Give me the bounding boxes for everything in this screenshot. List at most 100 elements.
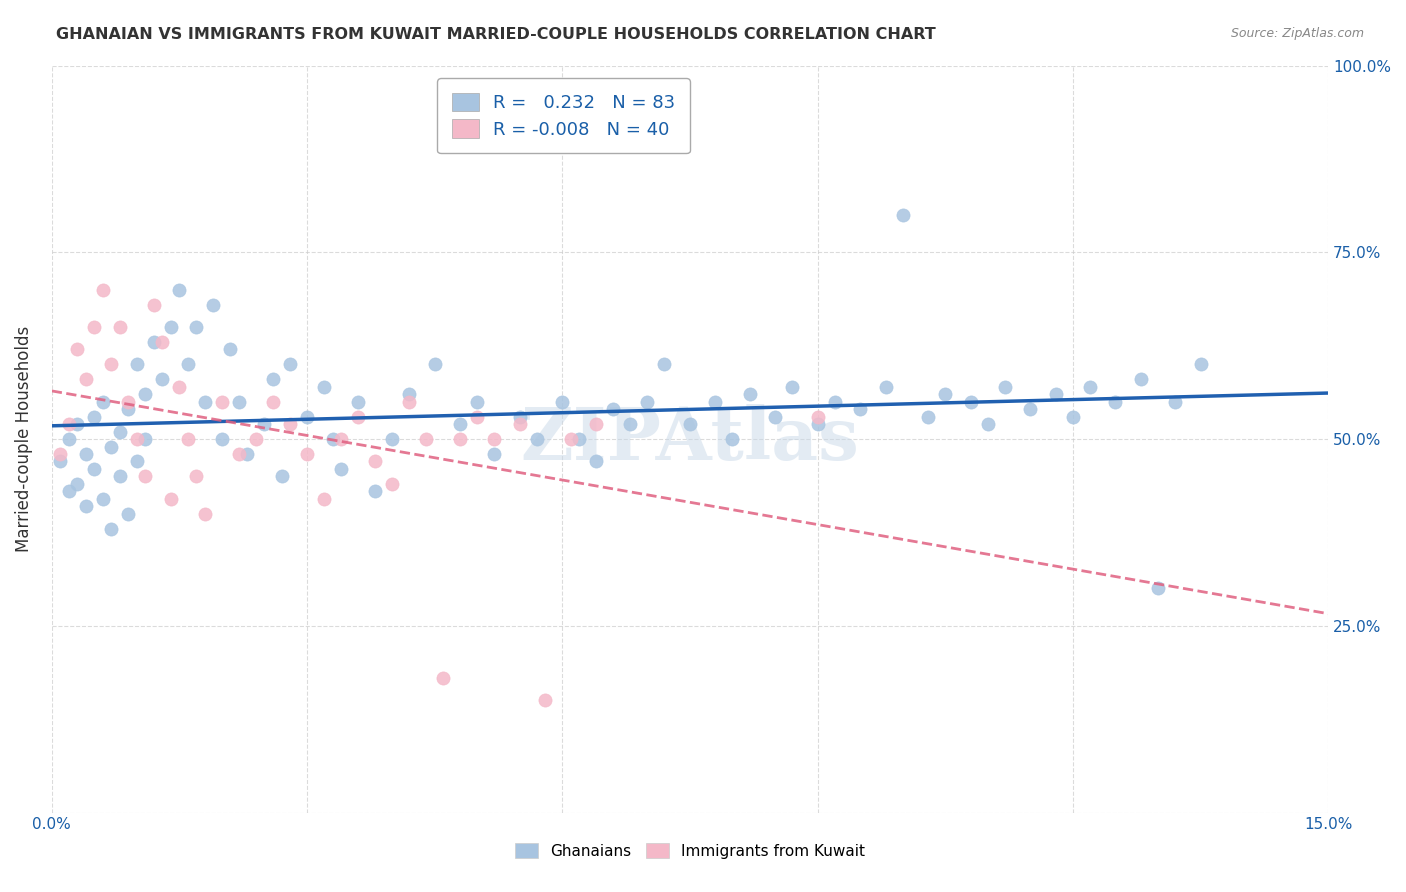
Point (58, 484, 80, 499)
Point (177, 432, 200, 446)
Point (322, 432, 344, 446)
Point (432, 671, 454, 685)
Point (585, 454, 607, 468)
Point (245, 432, 267, 446)
Point (824, 394, 846, 409)
Point (364, 484, 387, 499)
Point (654, 357, 676, 371)
Point (330, 432, 353, 446)
Point (312, 380, 335, 394)
Point (117, 394, 139, 409)
Point (509, 409, 531, 424)
Point (169, 283, 191, 297)
Point (398, 394, 420, 409)
Point (449, 417, 471, 431)
Point (236, 447, 259, 461)
Point (415, 432, 437, 446)
Point (100, 522, 122, 536)
Point (806, 409, 828, 424)
Legend: R =   0.232   N = 83, R = -0.008   N = 40: R = 0.232 N = 83, R = -0.008 N = 40 (437, 78, 690, 153)
Point (347, 394, 370, 409)
Point (134, 387, 156, 401)
Point (75, 500, 97, 514)
Point (66, 476, 89, 491)
Point (679, 417, 702, 431)
Text: GHANAIAN VS IMMIGRANTS FROM KUWAIT MARRIED-COUPLE HOUSEHOLDS CORRELATION CHART: GHANAIAN VS IMMIGRANTS FROM KUWAIT MARRI… (56, 27, 936, 42)
Point (194, 394, 217, 409)
Point (509, 417, 531, 431)
Point (849, 402, 872, 417)
Point (449, 432, 471, 446)
Point (108, 425, 131, 439)
Point (83, 462, 105, 476)
Point (295, 447, 318, 461)
Point (219, 343, 242, 357)
Point (959, 394, 981, 409)
Point (465, 409, 488, 424)
Point (1189, 357, 1212, 371)
Point (278, 417, 301, 431)
Point (100, 440, 122, 454)
Point (465, 394, 488, 409)
Point (1045, 387, 1067, 401)
Point (977, 417, 1000, 431)
Point (83, 409, 105, 424)
Point (125, 357, 148, 371)
Point (228, 447, 250, 461)
Point (142, 298, 165, 312)
Point (270, 469, 292, 483)
Point (100, 357, 122, 371)
Point (875, 380, 897, 394)
Point (262, 394, 284, 409)
Point (295, 409, 318, 424)
Point (91, 394, 114, 409)
Point (228, 394, 250, 409)
Point (484, 447, 506, 461)
Point (806, 417, 828, 431)
Point (169, 380, 191, 394)
Point (58, 417, 80, 431)
Point (636, 394, 658, 409)
Point (1147, 582, 1170, 596)
Point (142, 334, 165, 349)
Point (125, 432, 148, 446)
Point (150, 372, 173, 386)
Point (66, 343, 89, 357)
Point (125, 454, 148, 468)
Point (202, 298, 225, 312)
Point (91, 283, 114, 297)
Point (58, 432, 80, 446)
Point (278, 357, 301, 371)
Point (134, 432, 156, 446)
Text: ZIPAtlas: ZIPAtlas (520, 403, 859, 475)
Point (484, 432, 506, 446)
Point (177, 357, 200, 371)
Point (117, 402, 139, 417)
Point (891, 208, 914, 222)
Y-axis label: Married-couple Households: Married-couple Households (15, 326, 32, 552)
Point (704, 394, 727, 409)
Point (211, 394, 233, 409)
Point (117, 507, 139, 521)
Point (211, 432, 233, 446)
Point (83, 320, 105, 334)
Point (721, 432, 744, 446)
Point (381, 432, 404, 446)
Point (534, 693, 557, 707)
Point (160, 491, 183, 506)
Point (150, 334, 173, 349)
Point (934, 387, 956, 401)
Point (330, 462, 353, 476)
Point (780, 380, 803, 394)
Point (1062, 409, 1084, 424)
Point (585, 417, 607, 431)
Point (917, 409, 939, 424)
Point (312, 491, 335, 506)
Point (347, 409, 370, 424)
Point (994, 380, 1017, 394)
Point (1164, 394, 1187, 409)
Point (253, 417, 276, 431)
Point (186, 320, 208, 334)
Point (1104, 394, 1126, 409)
Point (423, 357, 446, 371)
